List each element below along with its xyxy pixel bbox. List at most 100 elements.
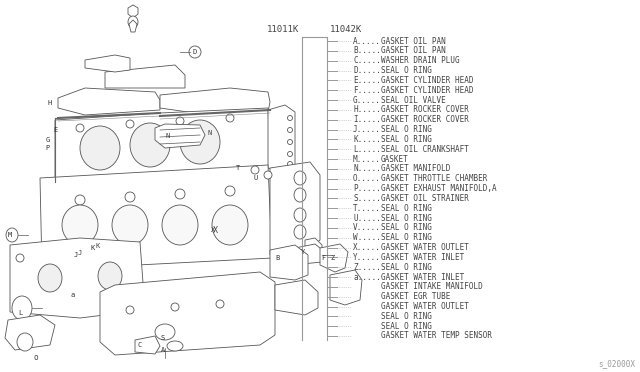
Polygon shape: [105, 65, 185, 88]
Polygon shape: [129, 20, 137, 32]
Ellipse shape: [38, 264, 62, 292]
Text: J.....: J.....: [353, 125, 381, 134]
Polygon shape: [155, 124, 205, 148]
Text: L.....: L.....: [353, 145, 381, 154]
Ellipse shape: [126, 120, 134, 128]
Text: SEAL O RING: SEAL O RING: [381, 125, 432, 134]
Text: G.....: G.....: [353, 96, 381, 105]
Text: SEAL O RING: SEAL O RING: [381, 223, 432, 232]
Ellipse shape: [251, 166, 259, 174]
Text: X.....: X.....: [353, 243, 381, 252]
Ellipse shape: [112, 205, 148, 245]
Text: G: G: [46, 137, 50, 143]
Text: N: N: [165, 133, 169, 139]
Ellipse shape: [128, 16, 138, 28]
Polygon shape: [295, 244, 325, 264]
Polygon shape: [160, 88, 270, 118]
Ellipse shape: [287, 128, 292, 132]
Ellipse shape: [62, 205, 98, 245]
Text: U.....: U.....: [353, 214, 381, 222]
Text: GASKET INTAKE MANIFOLD: GASKET INTAKE MANIFOLD: [381, 282, 483, 291]
Text: SEAL O RING: SEAL O RING: [381, 322, 432, 331]
Ellipse shape: [167, 341, 183, 351]
Ellipse shape: [189, 46, 201, 58]
Text: Y: Y: [301, 249, 305, 255]
Text: 11042K: 11042K: [330, 25, 362, 34]
Text: T.....: T.....: [353, 203, 381, 213]
Text: I.....: I.....: [353, 115, 381, 124]
Polygon shape: [270, 245, 308, 280]
Text: J: J: [74, 252, 78, 258]
Text: Z.....: Z.....: [353, 263, 381, 272]
Ellipse shape: [155, 324, 175, 340]
Text: X: X: [212, 225, 218, 234]
Text: GASKET THROTTLE CHAMBER: GASKET THROTTLE CHAMBER: [381, 174, 488, 183]
Text: a: a: [71, 292, 75, 298]
Ellipse shape: [75, 195, 85, 205]
Text: SEAL O RING: SEAL O RING: [381, 203, 432, 213]
Text: M.....: M.....: [353, 154, 381, 164]
Ellipse shape: [176, 117, 184, 125]
Polygon shape: [85, 55, 130, 72]
Polygon shape: [5, 315, 55, 350]
Text: GASKET EGR TUBE: GASKET EGR TUBE: [381, 292, 451, 301]
Ellipse shape: [12, 296, 32, 320]
Polygon shape: [10, 238, 145, 318]
Text: GASKET: GASKET: [381, 154, 409, 164]
Text: GASKET CYLINDER HEAD: GASKET CYLINDER HEAD: [381, 76, 474, 85]
Text: o: o: [33, 353, 38, 362]
Ellipse shape: [287, 151, 292, 157]
Text: SEAL O RING: SEAL O RING: [381, 214, 432, 222]
Text: GASKET WATER OUTLET: GASKET WATER OUTLET: [381, 302, 469, 311]
Text: GASKET ROCKER COVER: GASKET ROCKER COVER: [381, 115, 469, 124]
Polygon shape: [275, 280, 318, 315]
Ellipse shape: [76, 124, 84, 132]
Text: T: T: [236, 165, 240, 171]
Ellipse shape: [294, 188, 306, 202]
Ellipse shape: [287, 140, 292, 144]
Text: GASKET OIL PAN: GASKET OIL PAN: [381, 36, 445, 45]
Text: K: K: [95, 243, 99, 249]
Text: F.....: F.....: [353, 86, 381, 94]
Text: SEAL O RING: SEAL O RING: [381, 135, 432, 144]
Ellipse shape: [212, 205, 248, 245]
Ellipse shape: [226, 114, 234, 122]
Text: B.....: B.....: [353, 46, 381, 55]
Text: GASKET ROCKER COVER: GASKET ROCKER COVER: [381, 105, 469, 114]
Ellipse shape: [17, 333, 33, 351]
Text: GASKET EXHAUST MANIFOLD,A: GASKET EXHAUST MANIFOLD,A: [381, 184, 497, 193]
Text: S: S: [161, 335, 165, 341]
Ellipse shape: [287, 115, 292, 121]
Text: V.....: V.....: [353, 223, 381, 232]
Polygon shape: [270, 162, 320, 255]
Ellipse shape: [294, 208, 306, 222]
Text: L: L: [18, 310, 22, 316]
Polygon shape: [55, 108, 270, 180]
Text: 11011K: 11011K: [267, 25, 299, 34]
Text: SEAL O RING: SEAL O RING: [381, 233, 432, 242]
Text: GASKET WATER INLET: GASKET WATER INLET: [381, 273, 464, 282]
Ellipse shape: [16, 254, 24, 262]
Text: GASKET WATER TEMP SENSOR: GASKET WATER TEMP SENSOR: [381, 331, 492, 340]
Polygon shape: [40, 165, 272, 270]
Text: SEAL OIL CRANKSHAFT: SEAL OIL CRANKSHAFT: [381, 145, 469, 154]
Text: M: M: [8, 232, 12, 238]
Text: X: X: [211, 227, 215, 233]
Ellipse shape: [175, 189, 185, 199]
Ellipse shape: [225, 186, 235, 196]
Text: A.....: A.....: [353, 36, 381, 45]
Text: GASKET WATER INLET: GASKET WATER INLET: [381, 253, 464, 262]
Text: K.....: K.....: [353, 135, 381, 144]
Ellipse shape: [6, 228, 18, 242]
Text: B: B: [276, 255, 280, 261]
Text: GASKET WATER OUTLET: GASKET WATER OUTLET: [381, 243, 469, 252]
Polygon shape: [320, 244, 348, 272]
Text: GASKET OIL PAN: GASKET OIL PAN: [381, 46, 445, 55]
Text: SEAL O RING: SEAL O RING: [381, 66, 432, 75]
Text: E: E: [54, 127, 58, 133]
Text: J: J: [78, 250, 83, 256]
Text: D.....: D.....: [353, 66, 381, 75]
Text: P.....: P.....: [353, 184, 381, 193]
Ellipse shape: [180, 120, 220, 164]
Polygon shape: [268, 105, 295, 172]
